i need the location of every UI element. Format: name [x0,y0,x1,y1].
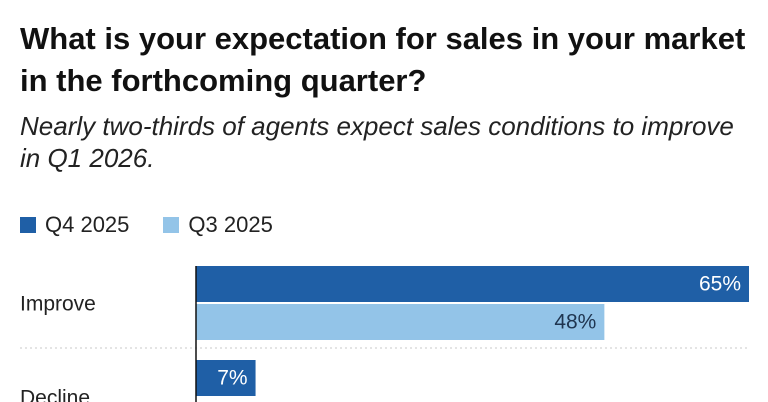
legend-label-q3-2025: Q3 2025 [188,212,273,237]
legend-swatch-q4-2025 [20,217,36,233]
category-label-decline: Decline [20,387,90,402]
legend-item-q4-2025: Q4 2025 [20,212,129,238]
chart-legend: Q4 2025 Q3 2025 [20,210,307,240]
data-label-decline-q4-2025: 7% [217,367,247,390]
data-label-improve-q3-2025: 48% [554,311,596,334]
legend-item-q3-2025: Q3 2025 [163,212,273,238]
legend-swatch-q3-2025 [163,217,180,233]
bar-improve-q3-2025 [196,304,605,340]
bar-chart-svg: Improve 65% 48% Decline 7% [20,266,749,402]
chart-title: What is your expectation for sales in yo… [20,21,746,98]
bar-chart: Improve 65% 48% Decline 7% [0,250,768,402]
category-label-improve: Improve [20,293,96,316]
bar-improve-q4-2025 [196,266,749,302]
bar-decline-q4-2025 [196,360,256,396]
legend-label-q4-2025: Q4 2025 [45,212,130,237]
data-label-improve-q4-2025: 65% [699,273,741,296]
chart-subtitle: Nearly two-thirds of agents expect sales… [20,111,734,173]
